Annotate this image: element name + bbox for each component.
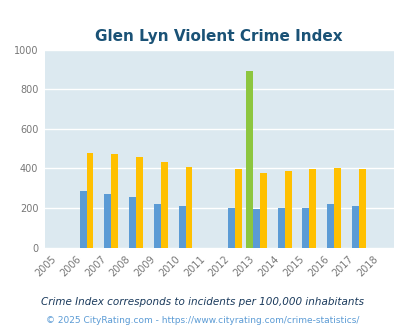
Bar	[160, 162, 167, 248]
Bar	[228, 208, 234, 248]
Bar	[79, 191, 86, 248]
Bar	[245, 71, 252, 248]
Bar	[104, 194, 111, 248]
Bar	[333, 168, 340, 248]
Bar	[129, 197, 136, 248]
Bar	[309, 169, 315, 248]
Bar	[153, 204, 160, 248]
Bar	[326, 204, 333, 248]
Text: © 2025 CityRating.com - https://www.cityrating.com/crime-statistics/: © 2025 CityRating.com - https://www.city…	[46, 316, 359, 325]
Bar	[185, 167, 192, 248]
Bar	[252, 209, 259, 248]
Bar	[234, 169, 241, 248]
Title: Glen Lyn Violent Crime Index: Glen Lyn Violent Crime Index	[95, 29, 342, 44]
Bar	[284, 171, 291, 248]
Bar	[277, 208, 284, 248]
Text: Crime Index corresponds to incidents per 100,000 inhabitants: Crime Index corresponds to incidents per…	[41, 297, 364, 307]
Bar	[111, 154, 118, 248]
Bar	[136, 157, 143, 248]
Bar	[358, 169, 365, 248]
Bar	[86, 153, 93, 248]
Bar	[178, 206, 185, 248]
Bar	[351, 206, 358, 248]
Bar	[259, 173, 266, 248]
Bar	[302, 208, 309, 248]
